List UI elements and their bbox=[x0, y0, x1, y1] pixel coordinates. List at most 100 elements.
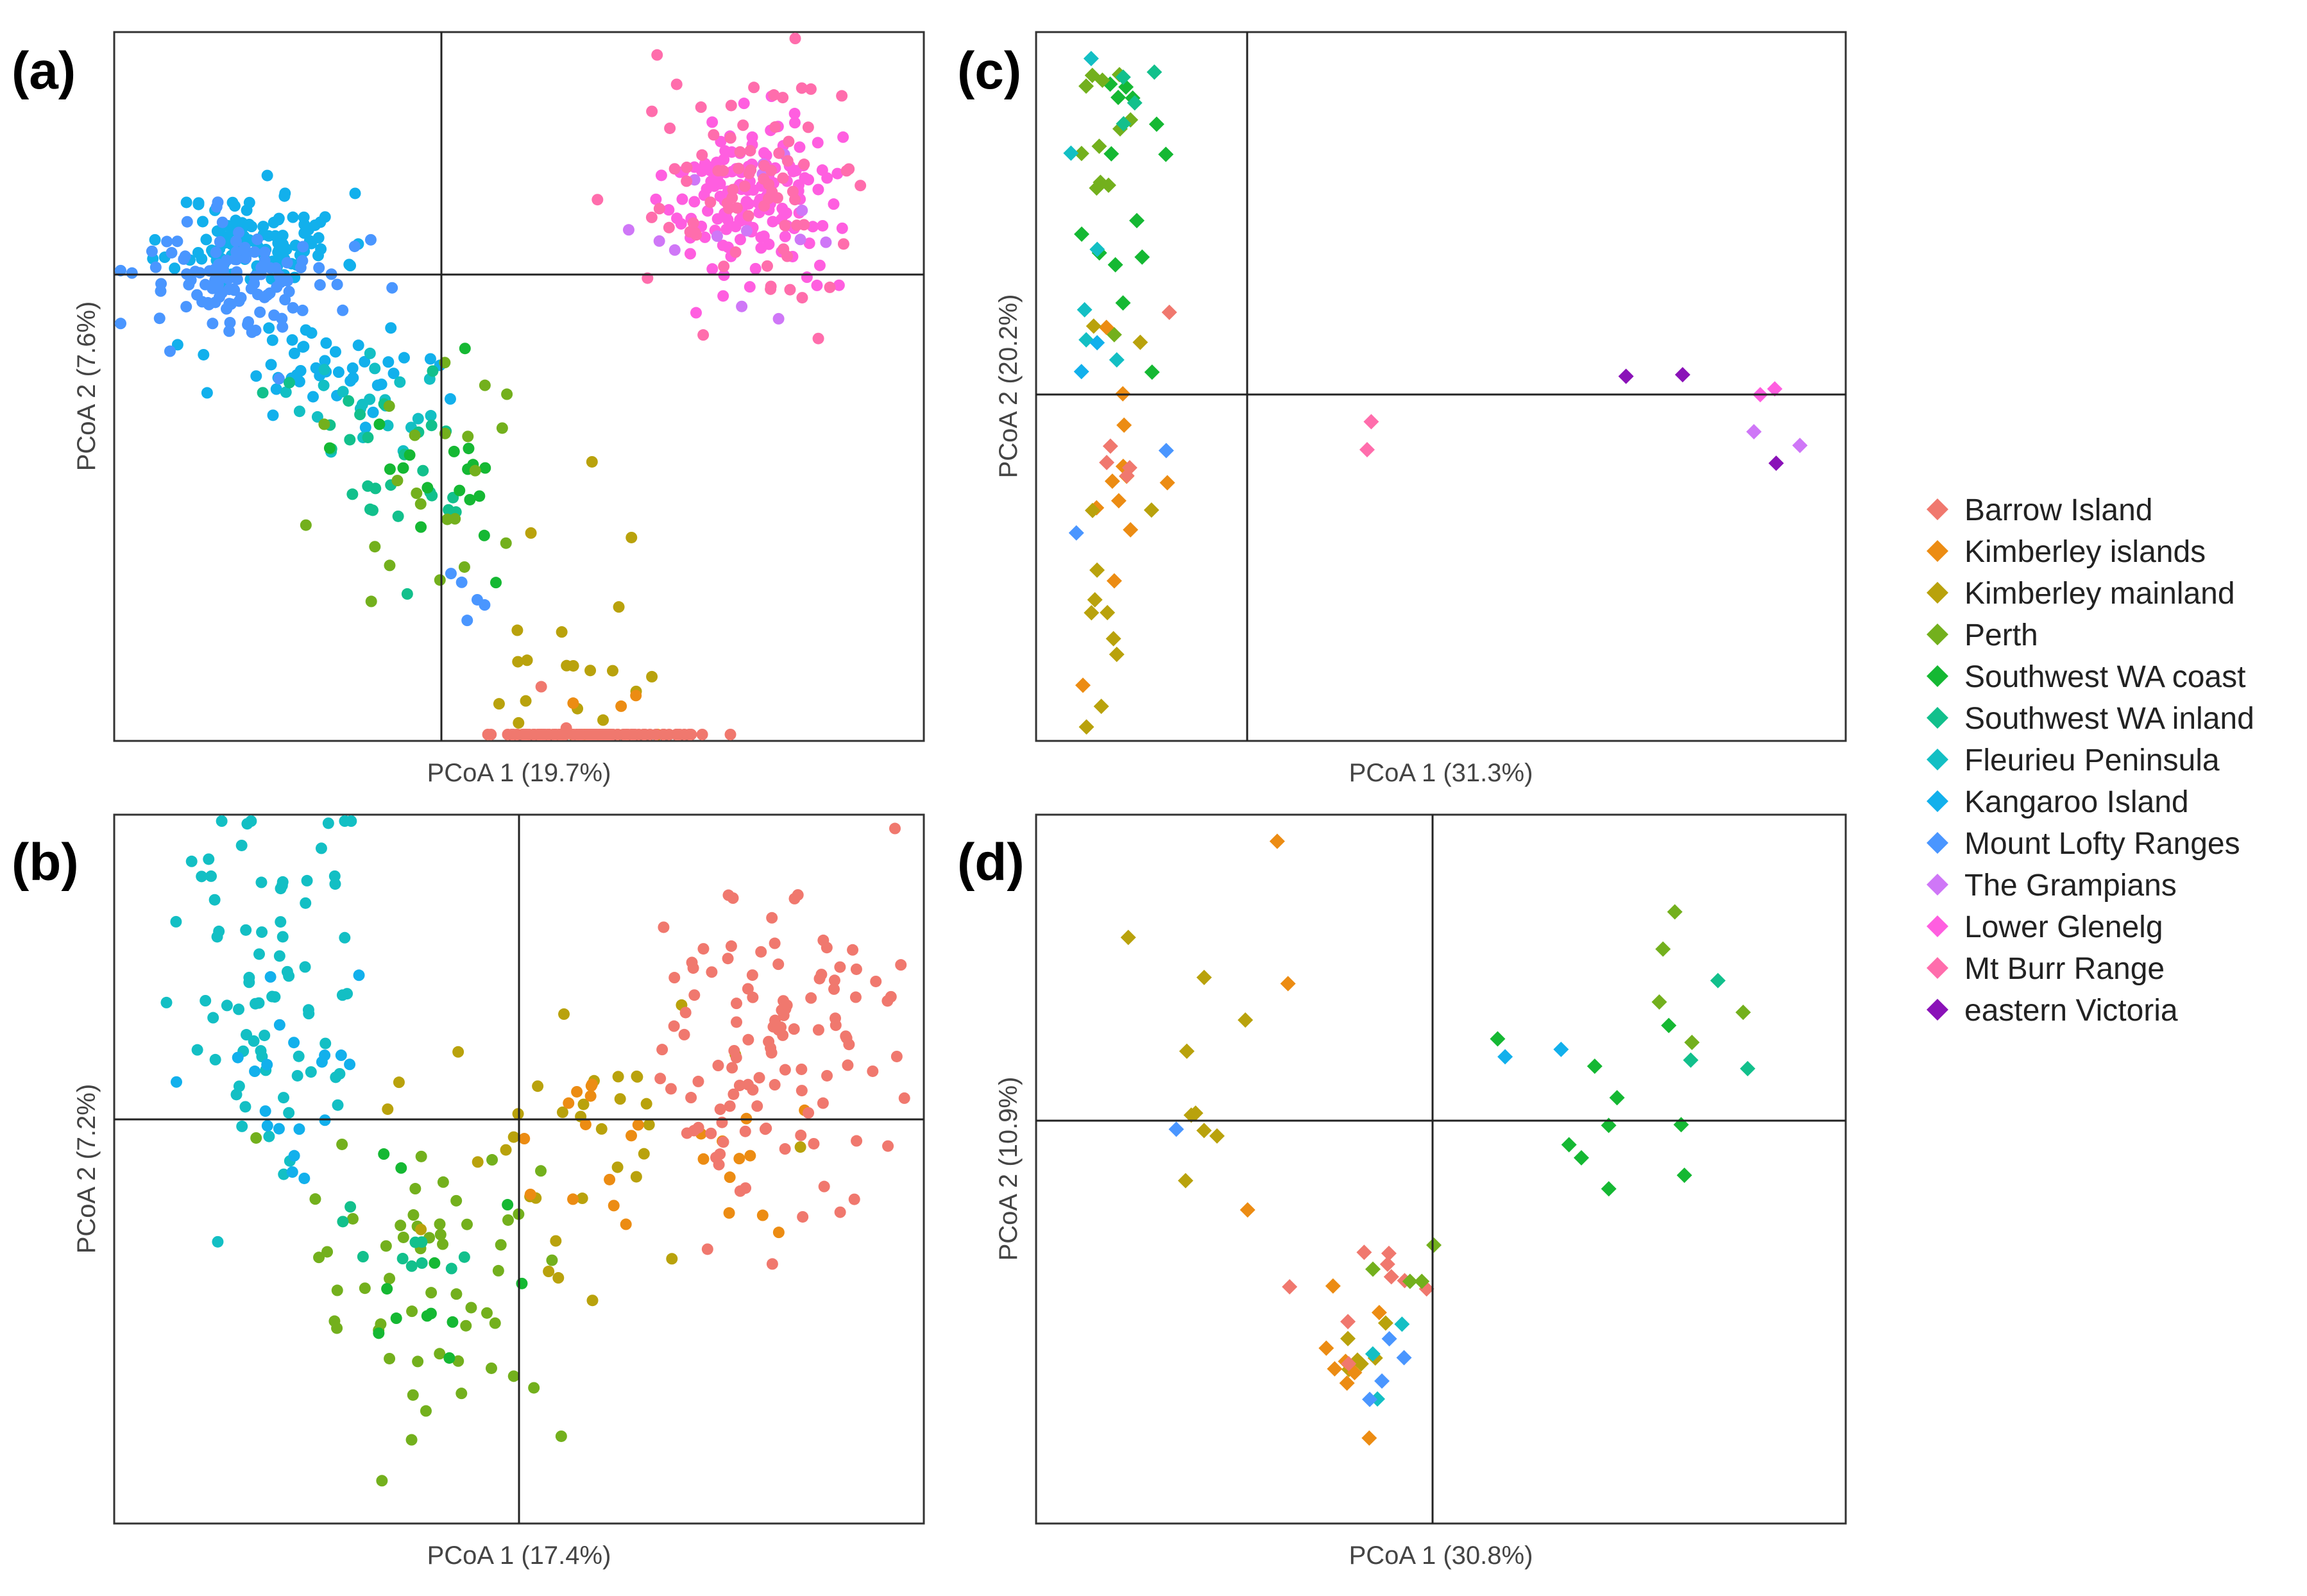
data-point bbox=[728, 1088, 740, 1100]
data-point bbox=[207, 1012, 219, 1024]
data-point bbox=[283, 377, 295, 389]
data-point bbox=[464, 493, 476, 505]
data-point bbox=[655, 169, 667, 182]
legend-label: The Grampians bbox=[1964, 869, 2177, 903]
data-point bbox=[847, 944, 859, 956]
data-point bbox=[223, 284, 235, 296]
data-point bbox=[251, 233, 264, 246]
data-point bbox=[821, 172, 833, 184]
data-point bbox=[706, 116, 719, 128]
legend-item-perth: Perth bbox=[1927, 618, 2038, 652]
legend-item-mount-lofty-ranges: Mount Lofty Ranges bbox=[1927, 827, 2240, 861]
data-point bbox=[216, 216, 228, 228]
data-point bbox=[246, 221, 258, 233]
data-point bbox=[425, 1287, 438, 1299]
data-point bbox=[650, 193, 662, 205]
data-point bbox=[1361, 1430, 1377, 1446]
data-point bbox=[1363, 414, 1379, 430]
data-point bbox=[1100, 177, 1116, 193]
legend-label: Fleurieu Peninsula bbox=[1964, 743, 2220, 777]
data-point bbox=[546, 1254, 558, 1266]
data-point bbox=[1106, 573, 1122, 589]
data-point bbox=[870, 975, 882, 987]
data-point bbox=[458, 1251, 470, 1263]
data-point bbox=[445, 1262, 457, 1275]
data-point bbox=[242, 319, 254, 331]
data-point bbox=[727, 183, 739, 196]
data-point bbox=[1618, 368, 1634, 384]
legend-label: Southwest WA coast bbox=[1964, 660, 2245, 694]
data-point bbox=[1746, 423, 1762, 439]
data-point bbox=[778, 208, 790, 221]
data-point bbox=[1497, 1049, 1513, 1065]
data-point bbox=[1168, 1121, 1184, 1137]
data-point bbox=[401, 588, 413, 600]
data-point bbox=[407, 1209, 420, 1221]
data-point bbox=[1109, 647, 1125, 663]
legend-label: Mount Lofty Ranges bbox=[1964, 827, 2240, 861]
data-point bbox=[765, 1047, 778, 1059]
data-point bbox=[724, 1100, 736, 1112]
data-point bbox=[834, 1206, 846, 1218]
panel-d-frame bbox=[1035, 813, 1847, 1525]
data-point bbox=[1111, 493, 1127, 509]
data-point bbox=[212, 1235, 224, 1248]
data-point bbox=[323, 442, 336, 454]
data-point bbox=[730, 998, 742, 1010]
data-point bbox=[637, 729, 649, 740]
data-point bbox=[1143, 502, 1159, 518]
data-point bbox=[614, 1093, 626, 1105]
data-point bbox=[688, 989, 701, 1001]
data-point bbox=[450, 1194, 463, 1207]
data-point bbox=[1132, 334, 1148, 350]
data-point bbox=[149, 261, 162, 273]
data-point bbox=[584, 1090, 597, 1102]
data-point bbox=[455, 1388, 468, 1400]
panel-b: (b) PCoA 1 (17.4%) PCoA 2 (7.2%) bbox=[12, 813, 925, 1570]
data-point bbox=[356, 398, 368, 411]
data-point bbox=[479, 379, 491, 391]
data-point bbox=[511, 624, 524, 636]
data-point bbox=[733, 162, 745, 174]
data-point bbox=[277, 876, 289, 888]
data-point bbox=[221, 999, 233, 1012]
data-point bbox=[833, 279, 845, 291]
data-point bbox=[681, 1127, 693, 1139]
data-point bbox=[191, 1044, 203, 1056]
data-point bbox=[169, 262, 181, 275]
panel-b-ylabel: PCoA 2 (7.2%) bbox=[72, 1084, 101, 1254]
data-point bbox=[513, 717, 525, 729]
data-point bbox=[744, 144, 756, 157]
data-point bbox=[690, 229, 702, 241]
data-point bbox=[1209, 1128, 1225, 1144]
data-point bbox=[611, 1161, 624, 1173]
data-point bbox=[567, 659, 579, 672]
data-point bbox=[687, 217, 699, 229]
data-point bbox=[236, 1120, 248, 1132]
data-point bbox=[273, 950, 285, 962]
data-point bbox=[1098, 319, 1114, 335]
data-point bbox=[697, 1153, 710, 1165]
data-point bbox=[1111, 89, 1127, 105]
data-point bbox=[724, 1171, 736, 1184]
data-point bbox=[840, 165, 853, 177]
data-point bbox=[296, 304, 309, 316]
data-point bbox=[337, 1216, 349, 1228]
data-point bbox=[434, 574, 446, 586]
data-point bbox=[472, 1156, 484, 1168]
data-point bbox=[273, 373, 285, 385]
data-point bbox=[798, 158, 810, 171]
data-point bbox=[332, 366, 345, 378]
data-point bbox=[797, 1210, 809, 1223]
data-point bbox=[525, 527, 537, 539]
data-point bbox=[364, 347, 376, 359]
data-point bbox=[383, 400, 395, 412]
data-point bbox=[789, 33, 801, 44]
data-point bbox=[1103, 146, 1119, 162]
data-point bbox=[478, 529, 490, 541]
data-point bbox=[352, 339, 364, 352]
legend-label: Kimberley islands bbox=[1964, 535, 2206, 569]
data-point bbox=[465, 1302, 477, 1314]
data-point bbox=[1414, 1273, 1430, 1289]
data-point bbox=[328, 870, 341, 882]
